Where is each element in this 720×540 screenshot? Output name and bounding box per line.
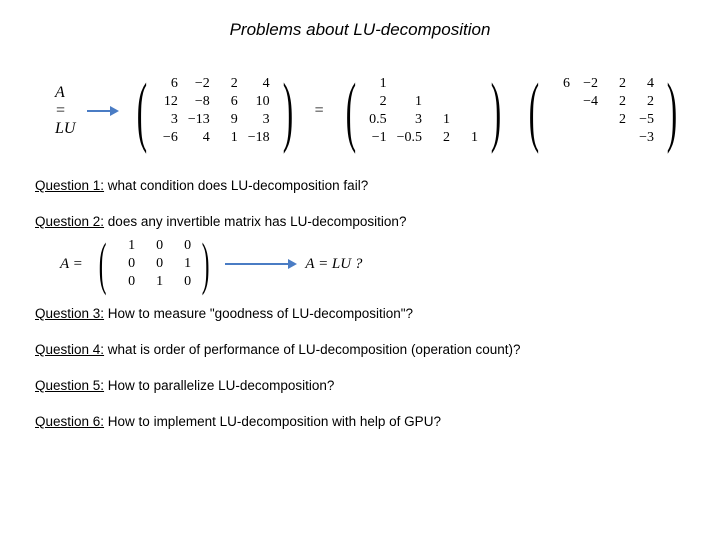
question-label: Question 3: xyxy=(35,306,104,321)
page-title: Problems about LU-decomposition xyxy=(35,20,685,40)
question-text: what is order of performance of LU-decom… xyxy=(104,342,520,357)
question-6: Question 6: How to implement LU-decompos… xyxy=(35,413,685,431)
question-text: does any invertible matrix has LU-decomp… xyxy=(104,214,406,229)
matrix-u: ( 6−224 −422 2−5 −3 ) xyxy=(521,75,685,147)
question-4: Question 4: what is order of performance… xyxy=(35,341,685,359)
question-label: Question 2: xyxy=(35,214,104,229)
matrix-l-table: 1 21 0.531 −1−0.521 xyxy=(364,75,483,147)
q2-lhs: A = xyxy=(60,256,83,273)
matrix-a: ( 6−224 12−8610 3−1393 −641−18 ) xyxy=(129,75,301,147)
question-label: Question 4: xyxy=(35,342,104,357)
paren-right-icon: ) xyxy=(202,238,210,290)
paren-left-icon: ( xyxy=(529,76,539,146)
page: Problems about LU-decomposition A = LU (… xyxy=(0,0,720,469)
paren-right-icon: ) xyxy=(282,76,292,146)
matrix-a-table: 6−224 12−8610 3−1393 −641−18 xyxy=(155,75,275,147)
matrix-u-table: 6−224 −422 2−5 −3 xyxy=(547,75,659,147)
paren-right-icon: ) xyxy=(491,76,501,146)
arrow-icon xyxy=(225,263,295,265)
question-label: Question 1: xyxy=(35,178,104,193)
matrix-l: ( 1 21 0.531 −1−0.521 ) xyxy=(338,75,509,147)
question-text: How to parallelize LU-decomposition? xyxy=(104,378,334,393)
paren-left-icon: ( xyxy=(137,76,147,146)
paren-left-icon: ( xyxy=(345,76,355,146)
q2-rhs: A = LU ? xyxy=(305,256,362,273)
question-1: Question 1: what condition does LU-decom… xyxy=(35,177,685,195)
paren-left-icon: ( xyxy=(99,238,107,290)
question-text: How to implement LU-decomposition with h… xyxy=(104,414,441,429)
question-5: Question 5: How to parallelize LU-decomp… xyxy=(35,377,685,395)
alu-lhs: A = LU xyxy=(55,84,75,138)
question-label: Question 6: xyxy=(35,414,104,429)
q2-matrix-table: 100 001 010 xyxy=(112,237,196,291)
paren-right-icon: ) xyxy=(667,76,677,146)
question-text: How to measure "goodness of LU-decomposi… xyxy=(104,306,413,321)
question-2: Question 2: does any invertible matrix h… xyxy=(35,213,685,231)
question-3: Question 3: How to measure "goodness of … xyxy=(35,305,685,323)
q2-example-row: A = ( 100 001 010 ) A = LU ? xyxy=(60,237,685,291)
equals-sign: = xyxy=(313,102,326,120)
main-equation-row: A = LU ( 6−224 12−8610 3−1393 −641−18 ) … xyxy=(35,75,685,147)
q2-matrix: ( 100 001 010 ) xyxy=(93,237,216,291)
arrow-icon xyxy=(87,110,116,112)
question-text: what condition does LU-decomposition fai… xyxy=(104,178,368,193)
question-label: Question 5: xyxy=(35,378,104,393)
